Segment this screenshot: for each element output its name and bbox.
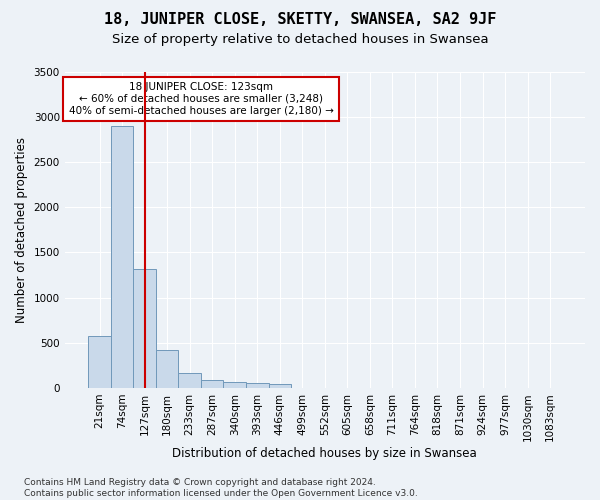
Text: Contains HM Land Registry data © Crown copyright and database right 2024.
Contai: Contains HM Land Registry data © Crown c… <box>24 478 418 498</box>
Bar <box>156 350 178 388</box>
Text: 18, JUNIPER CLOSE, SKETTY, SWANSEA, SA2 9JF: 18, JUNIPER CLOSE, SKETTY, SWANSEA, SA2 … <box>104 12 496 28</box>
X-axis label: Distribution of detached houses by size in Swansea: Distribution of detached houses by size … <box>172 447 477 460</box>
Text: Size of property relative to detached houses in Swansea: Size of property relative to detached ho… <box>112 32 488 46</box>
Bar <box>246 383 269 388</box>
Text: 18 JUNIPER CLOSE: 123sqm
← 60% of detached houses are smaller (3,248)
40% of sem: 18 JUNIPER CLOSE: 123sqm ← 60% of detach… <box>68 82 334 116</box>
Bar <box>133 268 156 388</box>
Y-axis label: Number of detached properties: Number of detached properties <box>15 136 28 322</box>
Bar <box>178 374 201 388</box>
Bar <box>88 336 111 388</box>
Bar <box>223 382 246 388</box>
Bar <box>111 126 133 388</box>
Bar <box>269 384 291 388</box>
Bar <box>201 380 223 388</box>
